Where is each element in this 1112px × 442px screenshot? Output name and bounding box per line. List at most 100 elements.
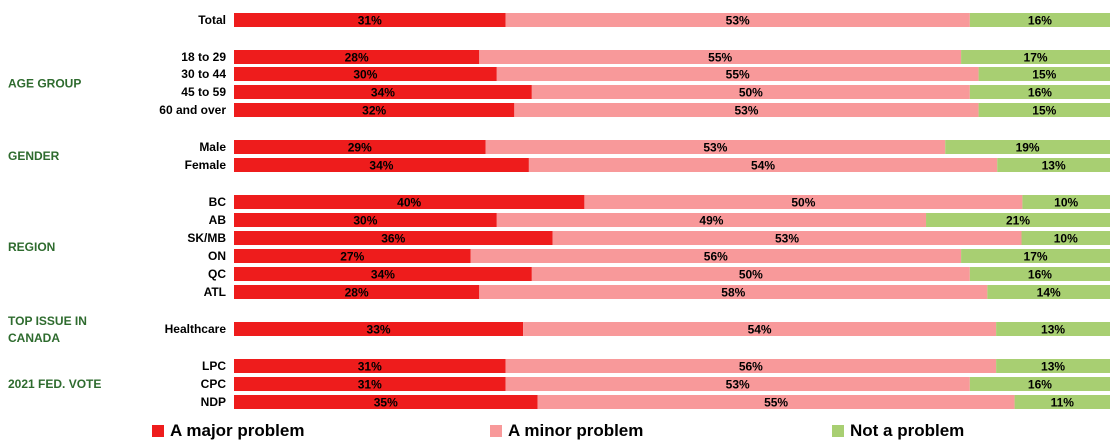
row-label: 18 to 29 (181, 50, 226, 64)
bar-segment (514, 103, 979, 117)
data-label: 31% (358, 378, 382, 392)
row-label: AB (209, 213, 227, 227)
data-label: 17% (1024, 250, 1048, 264)
data-label: 56% (704, 250, 728, 264)
data-label: 58% (721, 286, 745, 300)
data-label: 13% (1042, 159, 1066, 173)
data-label: 31% (358, 14, 382, 28)
bar-segment (531, 85, 970, 99)
row-label: BC (209, 195, 227, 209)
legend-item-major: A major problem (152, 420, 304, 442)
bar-segment (234, 322, 524, 336)
bar-segment (485, 140, 946, 154)
group-label: GENDER (8, 149, 60, 163)
legend-item-minor: A minor problem (490, 420, 643, 442)
bar-segment (234, 50, 480, 64)
data-label: 10% (1054, 232, 1078, 246)
row-label: LPC (202, 359, 226, 373)
data-label: 30% (353, 68, 377, 82)
group-label: AGE GROUP (8, 77, 81, 91)
bar-segment (234, 231, 553, 245)
legend-label-major: A major problem (170, 421, 305, 440)
bar-segment (969, 13, 1110, 27)
bar-segment (528, 158, 998, 172)
data-label: 34% (369, 159, 393, 173)
data-label: 15% (1032, 68, 1056, 82)
data-label: 36% (381, 232, 405, 246)
data-label: 13% (1041, 360, 1065, 374)
row-label: 30 to 44 (181, 67, 226, 81)
data-label: 17% (1024, 51, 1048, 65)
bar-segment (552, 231, 1022, 245)
bar-segment (969, 85, 1110, 99)
data-label: 14% (1037, 286, 1061, 300)
bar-segment (987, 285, 1110, 299)
bar-segment (234, 285, 480, 299)
data-label: 32% (362, 104, 386, 118)
data-label: 53% (734, 104, 758, 118)
bar-segment (234, 249, 471, 263)
bar-segment (1022, 195, 1110, 209)
group-label: TOP ISSUE IN CANADA (8, 314, 87, 345)
data-label: 28% (345, 51, 369, 65)
bar-segment (505, 377, 970, 391)
data-label: 53% (703, 141, 727, 155)
data-label: 21% (1006, 214, 1030, 228)
bar-segment (584, 195, 1023, 209)
row-label: Male (199, 140, 226, 154)
bar-segment (234, 67, 497, 81)
bar-segment (523, 322, 997, 336)
data-label: 16% (1028, 14, 1052, 28)
data-label: 55% (764, 396, 788, 410)
row-label: SK/MB (187, 231, 226, 245)
bar-segment (926, 213, 1110, 227)
bar-segment (969, 377, 1110, 391)
data-label: 40% (397, 196, 421, 210)
data-label: 53% (775, 232, 799, 246)
data-label: 55% (726, 68, 750, 82)
data-label: 49% (699, 214, 723, 228)
bar-segment (978, 103, 1110, 117)
bar-segment (234, 377, 506, 391)
data-label: 53% (726, 378, 750, 392)
row-label: ATL (204, 285, 226, 299)
data-label: 10% (1054, 196, 1078, 210)
bar-segment (505, 13, 970, 27)
bar-segment (996, 322, 1110, 336)
bar-segment (234, 85, 532, 99)
data-label: 16% (1028, 378, 1052, 392)
data-label: 29% (348, 141, 372, 155)
bar-segment (234, 13, 506, 27)
data-label: 35% (374, 396, 398, 410)
data-label: 50% (739, 86, 763, 100)
data-label: 34% (371, 86, 395, 100)
data-label: 54% (751, 159, 775, 173)
bar-segment (505, 359, 997, 373)
bar-segment (234, 359, 506, 373)
data-label: 50% (791, 196, 815, 210)
data-label: 16% (1028, 268, 1052, 282)
data-label: 11% (1051, 396, 1075, 410)
bar-segment (496, 213, 927, 227)
row-label: 45 to 59 (181, 85, 226, 99)
bar-segment (234, 267, 532, 281)
bar-segment (479, 50, 962, 64)
bar-segment (234, 213, 497, 227)
data-label: 28% (345, 286, 369, 300)
legend-swatch-not (832, 425, 844, 437)
data-label: 50% (739, 268, 763, 282)
bar-segment (531, 267, 970, 281)
legend-swatch-minor (490, 425, 502, 437)
row-label: ON (208, 249, 226, 263)
data-label: 16% (1028, 86, 1052, 100)
bar-segment (1021, 231, 1110, 245)
group-label: 2021 FED. VOTE (8, 377, 101, 391)
bar-segment (969, 267, 1110, 281)
bar-segment (997, 158, 1110, 172)
bar-segment (961, 249, 1110, 263)
data-label: 34% (371, 268, 395, 282)
legend-item-not: Not a problem (832, 420, 964, 442)
row-label: Female (185, 158, 227, 172)
group-label: REGION (8, 240, 55, 254)
legend-label-minor: A minor problem (508, 421, 644, 440)
